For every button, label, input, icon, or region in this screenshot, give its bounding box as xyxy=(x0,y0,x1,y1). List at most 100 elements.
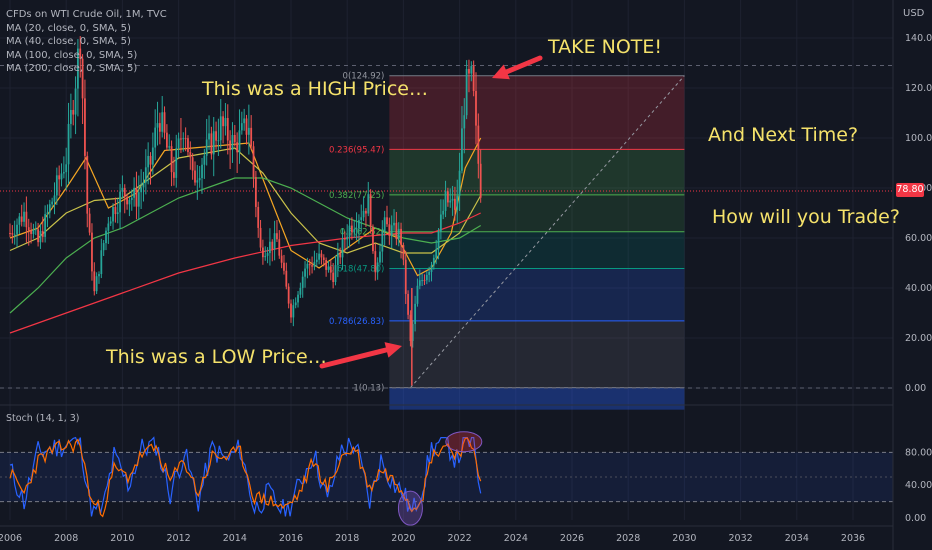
fib-label: 0(124.92) xyxy=(343,72,385,82)
candle-body xyxy=(318,253,320,260)
candle-body xyxy=(175,148,178,178)
candle-body xyxy=(402,245,405,260)
annotation-low-price: This was a LOW Price… xyxy=(106,346,327,368)
ma20-line xyxy=(9,137,482,277)
stoch-tick-label: 80.00 xyxy=(905,447,932,458)
candle-body xyxy=(425,274,428,281)
candle-body xyxy=(154,127,157,148)
candle-body xyxy=(355,228,358,230)
year-tick-label: 2028 xyxy=(616,533,640,544)
candle-body xyxy=(149,155,152,165)
candle-body xyxy=(306,263,309,269)
candle-body xyxy=(456,195,459,210)
candle-body xyxy=(479,163,482,198)
candle-body xyxy=(123,187,126,198)
candle-body xyxy=(350,225,353,233)
low-price-arrow xyxy=(319,342,402,369)
annotation-take-note: TAKE NOTE! xyxy=(548,36,663,58)
take-note-arrow xyxy=(492,55,543,80)
candle-body xyxy=(439,214,442,232)
candle-body xyxy=(341,238,344,258)
candle-body xyxy=(278,239,281,256)
candle-body xyxy=(184,138,187,140)
candle-body xyxy=(372,227,374,252)
candle-body xyxy=(327,266,330,270)
candle-body xyxy=(203,155,206,165)
candle-body xyxy=(240,123,243,131)
candle-body xyxy=(27,227,30,231)
candle-body xyxy=(133,187,136,198)
candle-body xyxy=(409,314,412,341)
candle-body xyxy=(67,123,70,165)
year-tick-label: 2022 xyxy=(448,533,472,544)
candle-body xyxy=(48,204,51,213)
candle-body xyxy=(428,271,431,275)
stoch-k-line xyxy=(9,436,482,517)
candle-body xyxy=(301,276,304,288)
candle-body xyxy=(360,217,363,221)
candle-body xyxy=(158,123,161,132)
candle-body xyxy=(297,294,299,303)
fib-label: 0.5(62.52) xyxy=(340,228,384,238)
ma100-line xyxy=(9,177,482,314)
chart-title: CFDs on WTI Crude Oil, 1M, TVC xyxy=(6,9,167,20)
fib-zone xyxy=(389,194,685,232)
candle-body xyxy=(465,69,468,116)
candle-body xyxy=(407,293,409,315)
candle-body xyxy=(287,286,290,304)
fib-label: 0.382(77.25) xyxy=(329,191,384,201)
candle-body xyxy=(294,302,297,306)
year-tick-label: 2012 xyxy=(167,533,191,544)
candle-body xyxy=(135,187,138,207)
fib-label: 0.786(26.83) xyxy=(329,317,384,327)
candle-body xyxy=(194,170,196,183)
candle-body xyxy=(18,216,21,225)
stoch-d-line xyxy=(9,437,482,518)
fib-label: 0.236(95.47) xyxy=(329,145,384,155)
candle-body xyxy=(32,229,35,234)
candle-body xyxy=(273,233,276,250)
candle-body xyxy=(470,66,473,74)
candle-body xyxy=(383,217,386,232)
price-tick-label: 140.00 xyxy=(905,33,932,44)
candle-body xyxy=(454,198,456,210)
price-tick-label: 100.00 xyxy=(905,133,932,144)
candle-body xyxy=(128,200,131,205)
candle-body xyxy=(65,164,68,173)
candle-body xyxy=(393,222,395,226)
price-tick-label: 60.00 xyxy=(905,233,932,244)
candle-body xyxy=(163,112,166,133)
chart-header: CFDs on WTI Crude Oil, 1M, TVC MA (20, c… xyxy=(6,8,167,76)
candle-body xyxy=(9,233,11,234)
candle-body xyxy=(243,118,246,124)
candle-body xyxy=(374,251,377,273)
last-price-tag: 78.80 xyxy=(896,183,924,197)
candle-body xyxy=(299,287,302,295)
candle-body xyxy=(23,211,25,222)
candle-body xyxy=(226,117,229,141)
candle-body xyxy=(418,280,421,286)
candle-body xyxy=(198,178,201,181)
candle-body xyxy=(451,198,454,201)
candle-body xyxy=(400,228,402,246)
year-tick-label: 2018 xyxy=(335,533,359,544)
candle-body xyxy=(254,177,257,207)
candle-body xyxy=(458,170,461,196)
candle-body xyxy=(266,253,269,256)
year-tick-label: 2016 xyxy=(279,533,303,544)
candle-body xyxy=(189,152,192,158)
ma20-legend: MA (20, close, 0, SMA, 5) xyxy=(6,22,131,34)
candle-body xyxy=(250,127,253,147)
candle-body xyxy=(262,247,264,258)
ma40-legend: MA (40, close, 0, SMA, 5) xyxy=(6,36,131,47)
candle-body xyxy=(449,200,452,203)
candle-body xyxy=(114,207,117,215)
candle-body xyxy=(126,197,128,205)
candle-body xyxy=(322,257,325,261)
candle-body xyxy=(86,155,89,214)
candle-body xyxy=(259,227,262,248)
candle-body xyxy=(105,230,107,244)
candle-body xyxy=(313,261,316,267)
candle-body xyxy=(11,233,14,235)
